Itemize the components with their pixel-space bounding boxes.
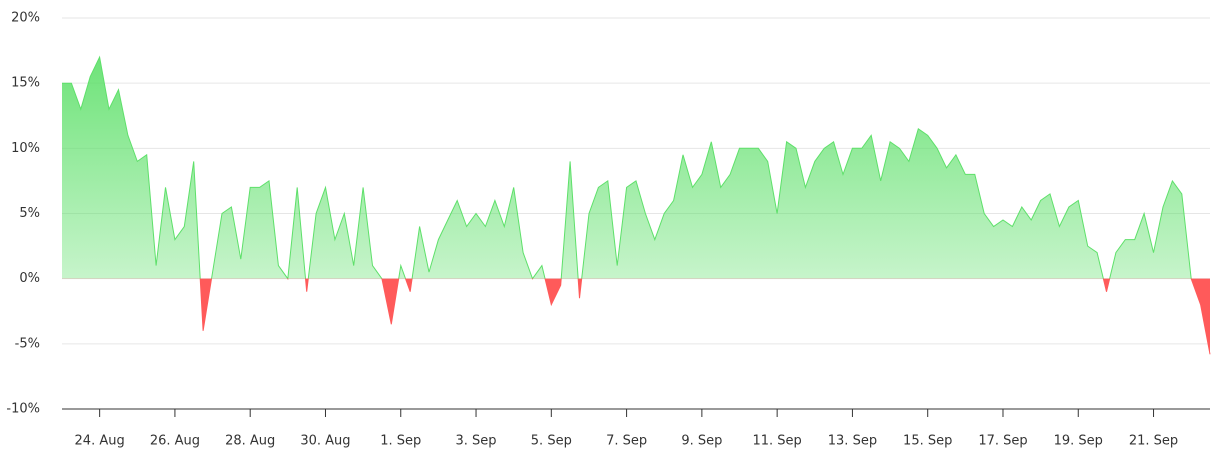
x-tick-label: 28. Aug [225, 434, 275, 449]
x-tick-label: 30. Aug [300, 434, 350, 449]
y-tick-label: -10% [6, 402, 40, 417]
x-tick-label: 15. Sep [903, 434, 952, 449]
x-tick-label: 19. Sep [1054, 434, 1103, 449]
area-fill [62, 57, 1210, 355]
x-tick-label: 3. Sep [456, 434, 497, 449]
x-tick-label: 21. Sep [1129, 434, 1178, 449]
x-tick-label: 7. Sep [606, 434, 647, 449]
x-tick-label: 13. Sep [828, 434, 877, 449]
x-tick-label: 26. Aug [150, 434, 200, 449]
x-tick-label: 1. Sep [380, 434, 421, 449]
x-tick-label: 11. Sep [752, 434, 801, 449]
area-line [62, 55, 1211, 355]
y-tick-label: 5% [19, 206, 40, 221]
x-tick-label: 17. Sep [978, 434, 1027, 449]
y-tick-label: 0% [19, 271, 40, 286]
y-tick-label: -5% [15, 336, 40, 351]
x-tick-label: 24. Aug [75, 434, 125, 449]
x-tick-label: 9. Sep [681, 434, 722, 449]
y-tick-label: 20% [11, 11, 40, 26]
y-tick-label: 15% [11, 76, 40, 91]
x-tick-label: 5. Sep [531, 434, 572, 449]
y-tick-label: 10% [11, 141, 40, 156]
